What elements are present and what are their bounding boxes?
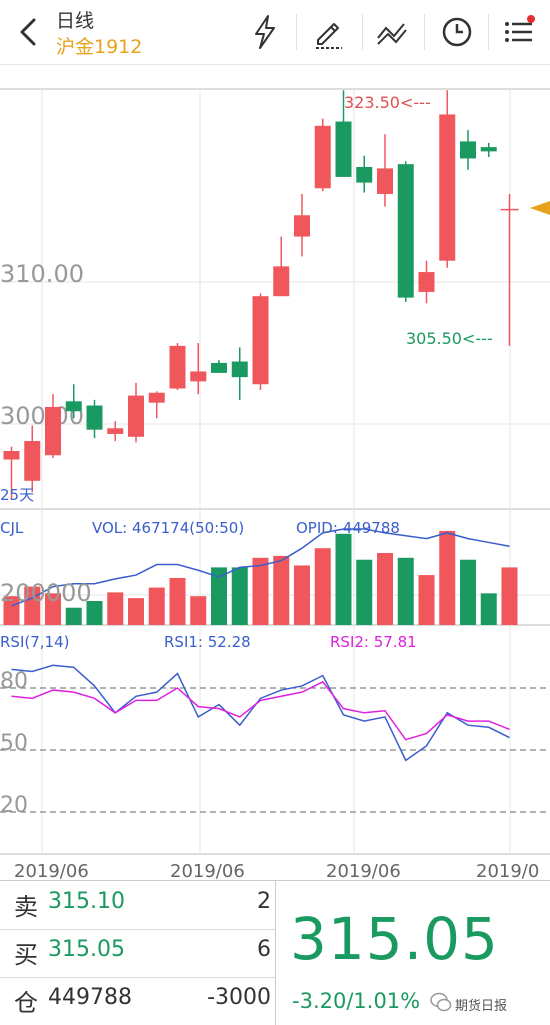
x-axis-tick: 2019/06	[326, 861, 401, 880]
volume-bar	[128, 598, 144, 625]
rsi-line-1	[11, 664, 510, 762]
volume-bar	[294, 565, 310, 625]
ask-row[interactable]: 卖 315.10 2	[0, 881, 275, 927]
candle-body	[190, 371, 207, 382]
rsi-line-2	[11, 680, 510, 741]
volume-bar	[65, 607, 82, 625]
candle-body	[439, 114, 456, 261]
menu-icon[interactable]	[494, 10, 544, 54]
volume-bar	[273, 555, 290, 625]
candle-body	[460, 141, 476, 159]
clock-icon[interactable]	[432, 10, 482, 54]
candle-body	[377, 168, 393, 194]
candle-body	[3, 450, 20, 460]
rsi-level-label: 20	[0, 793, 28, 818]
volume-bar	[460, 559, 476, 625]
bid-qty: 6	[257, 937, 271, 962]
price-change: -3.20/1.01%	[292, 989, 421, 1013]
bid-label: 买	[14, 941, 38, 969]
volume-bar	[314, 548, 331, 625]
volume-bar	[86, 601, 103, 625]
indicator-icon[interactable]	[368, 10, 418, 54]
candle-body	[45, 406, 61, 456]
candle-body	[107, 428, 124, 434]
candle-body	[335, 121, 352, 177]
volume-bars	[3, 528, 518, 625]
volume-bar	[501, 567, 518, 625]
ma-label: 25天	[0, 486, 34, 504]
candle-body	[169, 345, 186, 389]
volume-bar	[480, 593, 497, 625]
candle-body	[128, 395, 144, 437]
volume-bar	[211, 567, 227, 625]
volume-title: CJL	[0, 519, 24, 537]
candle-body	[356, 166, 373, 183]
x-axis-tick: 2019/0	[476, 861, 539, 880]
volume-bar	[377, 553, 393, 625]
open-interest-row: 仓 449788 -3000	[0, 977, 275, 1023]
chart-area[interactable]: 310.00 300.00 323.50<--- 305.50<--- 25天 …	[0, 64, 550, 880]
candle-body	[273, 266, 290, 297]
volume-bar	[356, 559, 373, 625]
price-grid-label: 310.00	[0, 260, 84, 288]
rsi1-value: RSI1: 52.28	[164, 633, 251, 651]
last-price: 315.05	[290, 905, 499, 973]
flash-icon[interactable]	[240, 10, 290, 54]
volume-bar	[169, 577, 186, 625]
top-bar: 日线 沪金1912	[0, 0, 550, 65]
low-price-label: 305.50<---	[406, 329, 493, 348]
rsi2-value: RSI2: 57.81	[330, 633, 417, 651]
watermark: 期货日报	[455, 999, 508, 1014]
volume-bar	[190, 596, 207, 625]
volume-bar	[3, 596, 20, 625]
ask-label: 卖	[14, 893, 38, 921]
candle-body	[148, 392, 165, 403]
volume-bar	[252, 557, 269, 625]
candle-body	[211, 362, 227, 373]
oi-label: 仓	[14, 989, 38, 1017]
volume-bar	[148, 587, 165, 625]
bid-row[interactable]: 买 315.05 6	[0, 929, 275, 975]
ask-price: 315.10	[48, 889, 125, 914]
wechat-icon	[430, 992, 452, 1012]
candle-body	[294, 215, 310, 237]
bid-price: 315.05	[48, 937, 125, 962]
candle-body	[418, 272, 435, 292]
x-axis-tick: 2019/06	[170, 861, 245, 880]
oi-value: 449788	[48, 985, 132, 1010]
ask-qty: 2	[257, 889, 271, 914]
candle-body	[231, 361, 248, 378]
quote-panel: 卖 315.10 2 买 315.05 6 仓 449788 -3000 315…	[0, 880, 550, 1025]
candle-body	[252, 296, 269, 385]
volume-bar	[107, 592, 124, 625]
candle-body	[397, 164, 414, 298]
x-axis-tick: 2019/06	[14, 861, 89, 880]
back-icon[interactable]	[12, 14, 44, 50]
contract-name[interactable]: 沪金1912	[56, 36, 143, 58]
high-price-label: 323.50<---	[344, 93, 431, 112]
volume-bar	[335, 533, 352, 625]
volume-axis-label: 200000	[0, 579, 92, 607]
volume-value: VOL: 467174(50:50)	[92, 519, 244, 537]
volume-bar	[439, 530, 456, 625]
oi-change: -3000	[207, 985, 271, 1010]
candle-body	[480, 147, 497, 152]
volume-bar	[397, 557, 414, 625]
page-title: 日线	[56, 10, 95, 32]
rsi-lines	[11, 664, 510, 762]
candle-body	[24, 441, 41, 481]
rsi-level-label: 80	[0, 669, 28, 694]
rsi-title: RSI(7,14)	[0, 633, 69, 651]
rsi-level-label: 50	[0, 731, 28, 756]
candle-body	[314, 125, 331, 189]
current-price-marker	[530, 201, 550, 215]
volume-bar	[45, 593, 61, 625]
candle-body	[86, 405, 103, 430]
volume-bar	[231, 567, 248, 625]
draw-icon[interactable]	[304, 10, 354, 54]
candle-body	[65, 401, 82, 412]
volume-bar	[418, 575, 435, 625]
candlestick-series	[3, 90, 519, 500]
open-interest-line	[11, 528, 510, 607]
